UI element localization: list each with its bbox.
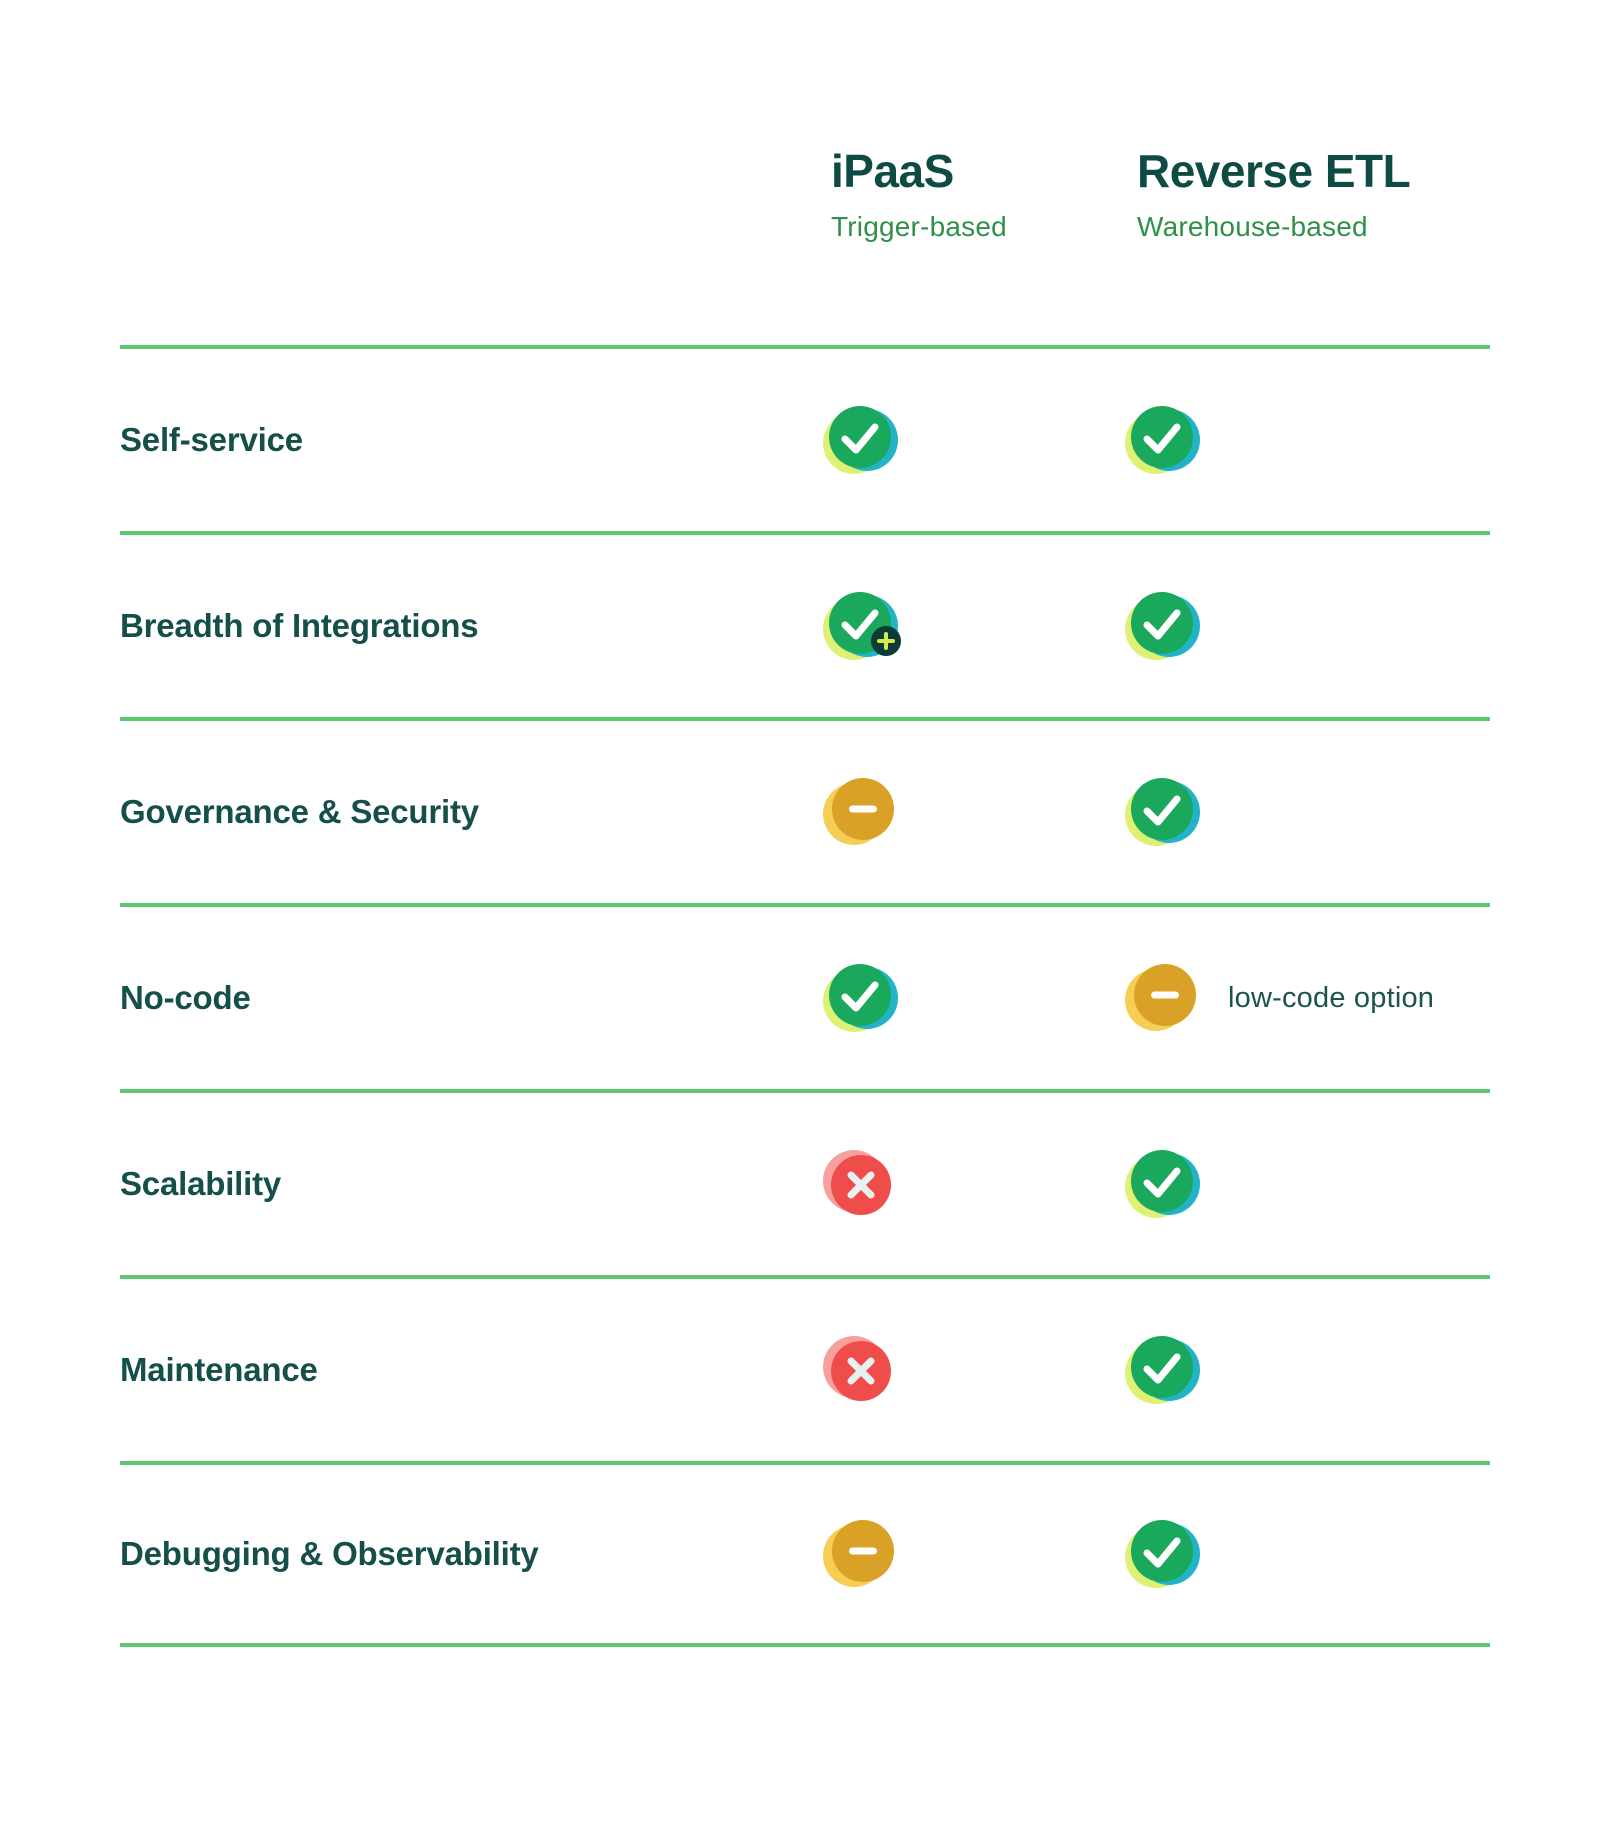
icon-note: low-code option (1228, 981, 1435, 1014)
row-label: No-code (120, 979, 251, 1016)
ipaas-subtitle: Trigger-based (831, 210, 1007, 242)
table-row: Governance & Security (120, 717, 1490, 903)
row-label: Breadth of Integrations (120, 607, 479, 644)
row-label: Scalability (120, 1165, 282, 1202)
table-row: Scalability (120, 1089, 1490, 1275)
table-row: No-code low-code option (120, 903, 1490, 1089)
cell-reverse-etl (1125, 349, 1200, 531)
column-header-reverse-etl: Reverse ETL Warehouse-based (1137, 145, 1411, 243)
cell-ipaas (823, 1093, 898, 1275)
check-icon (1125, 1336, 1200, 1404)
comparison-table-body: Self-service Breadth of Integrations Gov… (120, 345, 1490, 1647)
check-icon (1125, 592, 1200, 660)
cell-ipaas (823, 349, 898, 531)
check-plus-icon (823, 592, 901, 660)
check-icon (823, 964, 898, 1032)
cross-icon (823, 1336, 898, 1404)
check-icon (1125, 1150, 1200, 1218)
cell-ipaas (823, 721, 898, 903)
reverse-etl-subtitle: Warehouse-based (1137, 210, 1368, 242)
table-row: Breadth of Integrations (120, 531, 1490, 717)
cell-ipaas (823, 1279, 898, 1461)
cell-ipaas (823, 535, 901, 717)
check-icon (1125, 1520, 1200, 1588)
row-label: Self-service (120, 421, 303, 458)
cell-reverse-etl (1125, 1093, 1200, 1275)
comparison-table: Self-service Breadth of Integrations Gov… (120, 345, 1490, 1647)
cell-reverse-etl (1125, 535, 1200, 717)
table-row: Maintenance (120, 1275, 1490, 1461)
cell-reverse-etl (1125, 721, 1200, 903)
minus-icon (823, 1520, 898, 1588)
table-row: Debugging & Observability (120, 1461, 1490, 1647)
check-icon (1125, 778, 1200, 846)
plus-badge-icon (871, 626, 901, 656)
column-header-ipaas: iPaaS Trigger-based (831, 146, 1007, 243)
check-icon (1125, 406, 1200, 474)
cell-ipaas (823, 1465, 898, 1643)
minus-icon (1125, 964, 1200, 1032)
cell-reverse-etl (1125, 1465, 1200, 1643)
cell-ipaas (823, 907, 898, 1089)
cell-reverse-etl (1125, 1279, 1200, 1461)
check-icon (823, 406, 898, 474)
minus-icon (823, 778, 898, 846)
ipaas-title: iPaaS (831, 145, 954, 197)
row-label: Maintenance (120, 1351, 318, 1388)
row-label: Governance & Security (120, 793, 479, 830)
cell-reverse-etl: low-code option (1125, 907, 1434, 1089)
row-label: Debugging & Observability (120, 1535, 539, 1572)
reverse-etl-title: Reverse ETL (1137, 145, 1411, 197)
cross-icon (823, 1150, 898, 1218)
table-row: Self-service (120, 345, 1490, 531)
